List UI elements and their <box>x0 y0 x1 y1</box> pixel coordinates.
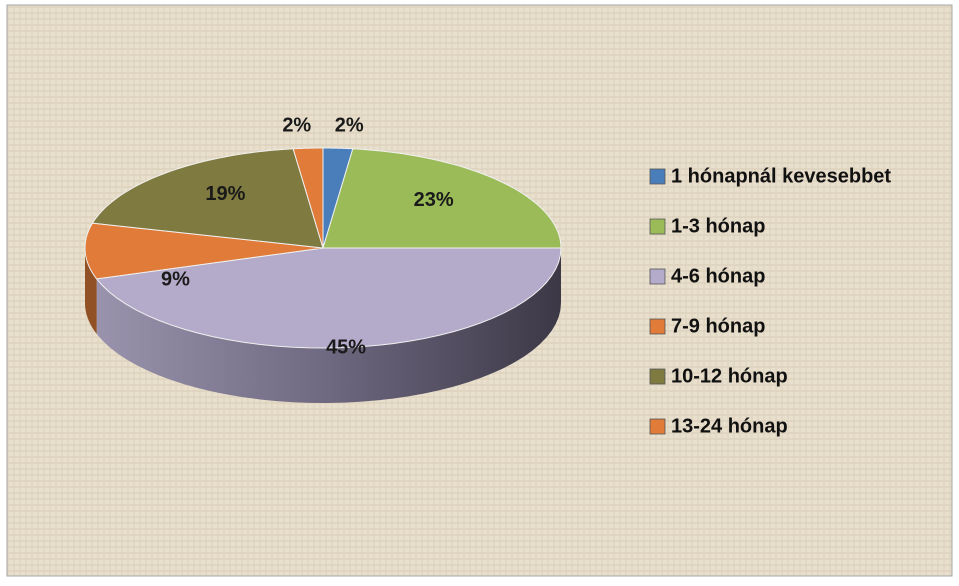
pie-slice <box>84 222 324 280</box>
legend-label: 4-6 hónap <box>671 265 765 287</box>
data-label: 2% <box>335 115 364 137</box>
pie-slice <box>322 148 562 249</box>
legend-label: 1 hónapnál kevesebbet <box>671 165 891 187</box>
legend-swatch <box>649 418 666 435</box>
legend-label: 1-3 hónap <box>671 215 765 237</box>
legend-label: 13-24 hónap <box>671 415 788 437</box>
pie-slice <box>95 247 562 349</box>
legend-swatch <box>649 268 666 285</box>
legend-swatch <box>649 218 666 235</box>
pie-side <box>96 248 561 403</box>
data-label: 19% <box>205 183 245 205</box>
legend-label: 7-9 hónap <box>671 315 765 337</box>
legend-swatch <box>649 368 666 385</box>
data-label: 9% <box>161 269 190 291</box>
pie-side <box>85 248 97 334</box>
data-label: 23% <box>414 189 454 211</box>
legend-swatch <box>649 318 666 335</box>
pie-slice <box>91 148 324 249</box>
pie-slice <box>292 147 324 249</box>
data-label: 2% <box>282 115 311 137</box>
legend-label: 10-12 hónap <box>671 365 788 387</box>
legend-swatch <box>649 168 666 185</box>
data-label: 45% <box>326 337 366 359</box>
